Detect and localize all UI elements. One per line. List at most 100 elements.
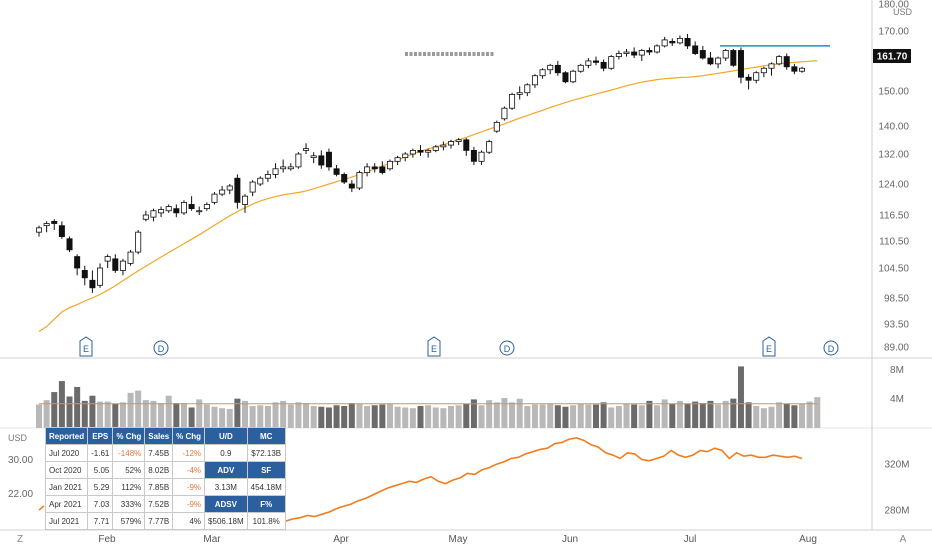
candle	[287, 163, 294, 171]
candle-body-down	[325, 151, 332, 168]
candle-body-up	[303, 148, 310, 151]
candle-body-up	[219, 189, 226, 195]
table-row: Apr 2021 7.03 333% 7.52B -9% ADSV F%	[44, 495, 286, 513]
volume-bar	[783, 403, 790, 428]
rs-right-tick-label: 320M	[884, 460, 909, 471]
candle	[783, 53, 790, 70]
candle	[486, 139, 493, 154]
volume-bar	[409, 408, 416, 428]
candle-body-up	[760, 67, 767, 74]
volume-bar	[81, 400, 88, 428]
volume-bar	[74, 386, 81, 428]
marker-label: D	[504, 344, 511, 354]
candle-body-down	[646, 50, 653, 53]
price-tick-label: 170.00	[878, 27, 909, 38]
candle	[356, 170, 363, 191]
candle-body-down	[341, 174, 348, 183]
candle	[219, 186, 226, 197]
volume-bar	[402, 407, 409, 428]
volume-bar	[654, 405, 661, 428]
candle-body-up	[165, 206, 172, 212]
candle	[516, 86, 523, 100]
candle-body-down	[631, 51, 638, 56]
candle-body-up	[36, 227, 43, 233]
price-tick-label: 89.00	[884, 343, 909, 354]
volume-bar	[547, 403, 554, 428]
table-cell: 112%	[112, 478, 146, 496]
candle-body-up	[127, 251, 134, 264]
candle-body-down	[333, 168, 340, 175]
candle-body-up	[135, 231, 142, 253]
auto-scale-icon: A	[900, 534, 907, 545]
candle	[58, 221, 65, 239]
candle	[165, 204, 172, 213]
candle-body-up	[409, 150, 416, 155]
candle-body-up	[310, 155, 317, 159]
candle-body-down	[783, 56, 790, 68]
candle	[386, 159, 393, 171]
volume-bar	[341, 406, 348, 428]
timezone-icon: Z	[17, 534, 23, 545]
candle	[501, 106, 508, 121]
volume-bar	[303, 403, 310, 428]
volume-bar	[455, 405, 462, 428]
volume-bar	[196, 399, 203, 428]
marker-label: D	[828, 344, 835, 354]
marker-shape	[499, 340, 515, 356]
volume-bar	[158, 403, 165, 428]
price-tick-label: 104.50	[878, 264, 909, 275]
table-cell: 579%	[112, 512, 146, 530]
stat-value: 0.9	[204, 444, 248, 462]
candle	[425, 148, 432, 158]
candle-body-down	[348, 183, 355, 189]
candle	[333, 165, 340, 177]
earnings-marker: E	[79, 336, 93, 357]
candle	[119, 258, 126, 276]
candle	[654, 44, 661, 54]
candle-body-down	[463, 139, 470, 151]
candle-body-down	[745, 76, 752, 81]
volume-bar	[478, 405, 485, 428]
candle	[89, 270, 96, 293]
candle-body-down	[81, 270, 88, 279]
candle	[51, 219, 58, 230]
candle-body-down	[592, 60, 599, 63]
volume-bar	[585, 404, 592, 428]
volume-bar	[135, 390, 142, 428]
volume-bar	[440, 408, 447, 428]
volume-bar	[348, 403, 355, 428]
stat-label: MC	[246, 427, 286, 445]
candle-body-up	[432, 146, 439, 151]
table-header: Sales	[144, 427, 174, 445]
volume-bar	[333, 405, 340, 428]
marker-label: E	[766, 344, 772, 354]
candle	[615, 50, 622, 60]
stat-value: 454.18M	[246, 478, 286, 496]
earnings-marker: E	[427, 336, 441, 357]
volume-bar	[814, 397, 821, 428]
marker-label: E	[83, 344, 89, 354]
candle-body-up	[104, 256, 111, 262]
candle-body-down	[600, 61, 607, 69]
volume-bar	[661, 399, 668, 428]
volume-bar	[715, 404, 722, 428]
candle	[539, 68, 546, 79]
candle	[768, 62, 775, 76]
candle-body-up	[753, 72, 760, 81]
volume-tick-label: 8M	[890, 365, 904, 376]
candle-body-up	[799, 67, 806, 72]
candle-body-up	[394, 157, 401, 162]
table-cell: 5.29	[87, 478, 114, 496]
rs-left-tick-label: 22.00	[8, 489, 33, 500]
candle	[745, 74, 752, 90]
candle-body-up	[440, 144, 447, 148]
volume-bar	[776, 402, 783, 428]
volume-bar	[577, 403, 584, 428]
volume-bar	[180, 403, 187, 428]
candle	[112, 254, 119, 273]
candle-body-down	[74, 256, 81, 269]
candle-body-up	[768, 63, 775, 69]
stat-value: 3.13M	[204, 478, 248, 496]
